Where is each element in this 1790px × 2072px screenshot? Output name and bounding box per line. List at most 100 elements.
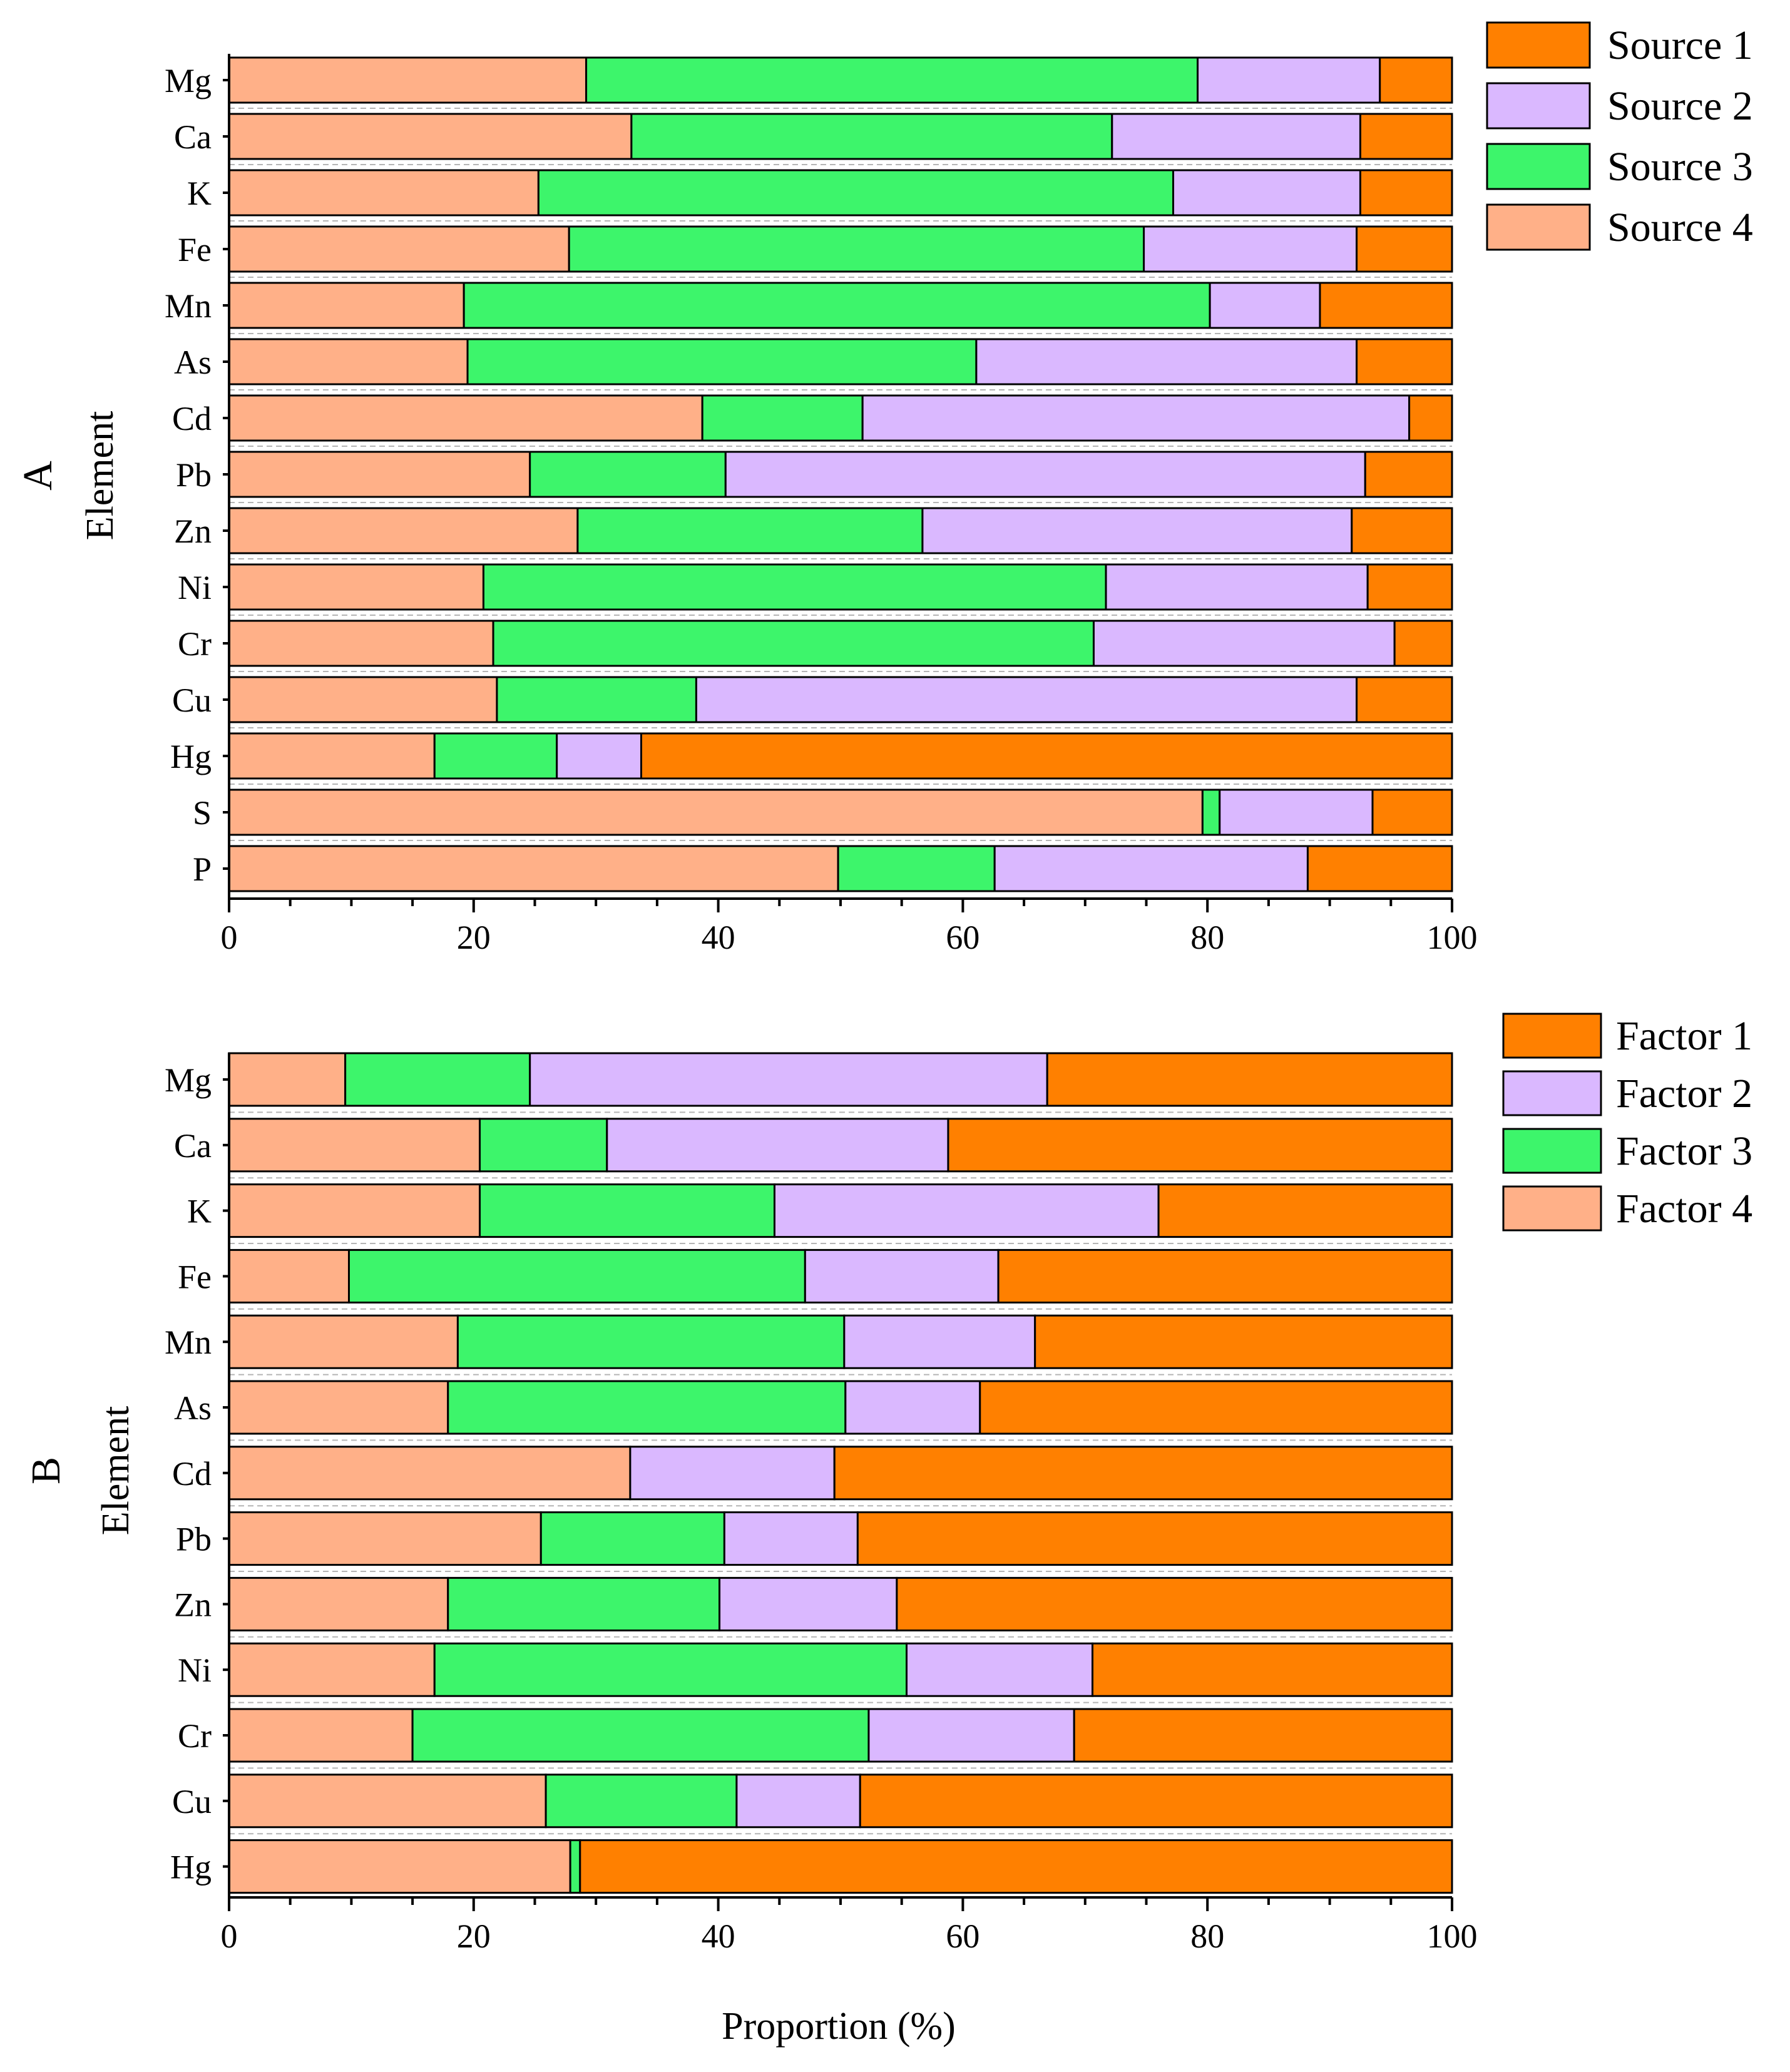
panel-a-bar-cd-source-3 <box>701 394 864 442</box>
panel-b-category-label-hg: Hg <box>170 1849 212 1886</box>
panel-a-category-label-fe: Fe <box>178 231 212 268</box>
panel-b-bar-ca-factor-3 <box>479 1118 608 1173</box>
panel-a-bar-mn-source-2 <box>1209 282 1321 329</box>
panel-b-axes: Mg Ca K Fe Mn As Cd Pb Zn Ni Cr Cu Hg0 20 40 60 80 100 <box>165 1053 1478 1955</box>
panel-a-category-label-zn: Zn <box>174 513 212 550</box>
panel-b-bar-mg-factor-3 <box>344 1052 531 1107</box>
panel-a-x-tick-label-20: 20 <box>457 919 491 956</box>
panel-b-category-label-mn: Mn <box>165 1324 212 1361</box>
panel-a-bar-k-source-4 <box>228 169 540 217</box>
panel-a-bar-pb-source-2 <box>724 451 1366 498</box>
panel-a-bar-cr-source-4 <box>228 620 494 667</box>
panel-a-y-axis-title: Element <box>79 411 121 541</box>
panel-b-bar-ca-factor-1 <box>947 1118 1453 1173</box>
panel-b-category-label-cr: Cr <box>178 1717 212 1755</box>
panel-b-bars <box>228 1052 1453 1894</box>
panel-b-bar-k-factor-1 <box>1157 1183 1453 1238</box>
panel-b-category-label-k: K <box>187 1193 212 1230</box>
panel-b-bar-k-factor-4 <box>228 1183 481 1238</box>
panel-b-bar-cd-factor-1 <box>833 1446 1453 1501</box>
panel-a-bar-ni-source-1 <box>1366 563 1453 611</box>
panel-a-legend-swatch-source-3 <box>1486 143 1591 190</box>
panel-a-bar-p-source-1 <box>1306 845 1453 892</box>
panel-a-bar-mg-source-3 <box>585 56 1199 104</box>
panel-b-category-label-ca: Ca <box>174 1127 212 1165</box>
panel-a-category-label-cu: Cu <box>172 681 212 719</box>
panel-b-category-label-zn: Zn <box>174 1586 212 1623</box>
panel-a-bar-hg-source-3 <box>433 732 558 780</box>
panel-a-x-tick-label-0: 0 <box>221 919 238 956</box>
panel-a-bar-k-source-1 <box>1359 169 1453 217</box>
panel-a-bar-as-source-1 <box>1356 338 1453 385</box>
panel-b-bar-hg-factor-3 <box>569 1839 581 1894</box>
panel-b-bar-cd-factor-2 <box>629 1446 836 1501</box>
panel-b-bar-pb-factor-4 <box>228 1511 542 1566</box>
panel-a-bar-cu-source-2 <box>695 676 1358 723</box>
panel-b-bar-fe-factor-1 <box>997 1248 1453 1304</box>
panel-b-bar-fe-factor-4 <box>228 1248 350 1304</box>
panel-b-bar-cr-factor-2 <box>867 1708 1075 1763</box>
panel-a-bar-zn-source-3 <box>576 507 924 554</box>
panel-a-legend: Source 1 Source 2 Source 3 Source 4 <box>1486 21 1753 251</box>
panel-a-bar-fe-source-2 <box>1143 225 1358 273</box>
panel-a-bar-s-source-3 <box>1201 788 1221 836</box>
panel-b-legend-swatch-factor-4 <box>1502 1185 1602 1232</box>
panel-b-bar-zn-factor-1 <box>896 1576 1453 1631</box>
panel-a-bar-ca-source-2 <box>1111 113 1361 160</box>
panel-a-bar-cr-source-2 <box>1092 620 1396 667</box>
panel-a-label: A <box>15 461 61 491</box>
panel-b-bar-mg-factor-4 <box>228 1052 347 1107</box>
panel-b-bar-mn-factor-3 <box>456 1314 846 1369</box>
panel-a-bar-k-source-3 <box>537 169 1174 217</box>
panel-a-category-label-ni: Ni <box>178 569 212 606</box>
panel-b-category-label-mg: Mg <box>165 1061 212 1099</box>
panel-a-bar-s-source-4 <box>228 788 1204 836</box>
panel-b-bar-zn-factor-3 <box>447 1576 721 1631</box>
panel-b-category-label-pb: Pb <box>176 1521 212 1558</box>
panel-b-bar-mg-factor-2 <box>529 1052 1048 1107</box>
panel-a-bar-cr-source-3 <box>492 620 1095 667</box>
panel-a-bar-as-source-2 <box>975 338 1358 385</box>
panel-a-category-label-ca: Ca <box>174 118 212 156</box>
panel-a-bar-cu-source-1 <box>1356 676 1453 723</box>
panel-a-bar-ca-source-3 <box>630 113 1113 160</box>
panel-b-bar-fe-factor-3 <box>347 1248 806 1304</box>
panel-a-legend-swatch-source-4 <box>1486 203 1591 251</box>
panel-b-bar-as-factor-3 <box>447 1380 847 1435</box>
panel-a-bar-as-source-3 <box>466 338 978 385</box>
panel-a-bars <box>228 56 1453 892</box>
panel-b-x-tick-label-80: 80 <box>1190 1917 1224 1955</box>
panel-a-bar-cd-source-2 <box>861 394 1411 442</box>
panel-b-bar-cu-factor-2 <box>735 1773 861 1829</box>
panel-b-label: B <box>23 1457 69 1484</box>
panel-b-category-label-cd: Cd <box>172 1455 212 1493</box>
panel-a-bar-fe-source-4 <box>228 225 570 273</box>
panel-b-bar-pb-factor-3 <box>540 1511 725 1566</box>
panel-b-x-tick-label-20: 20 <box>457 1917 491 1955</box>
panel-a-legend-label-source-4: Source 4 <box>1607 205 1753 250</box>
panel-b-bar-ca-factor-4 <box>228 1118 481 1173</box>
panel-a-bar-as-source-4 <box>228 338 469 385</box>
panel-a-bar-s-source-1 <box>1371 788 1453 836</box>
panel-a-bar-mg-source-1 <box>1379 56 1453 104</box>
panel-a-legend-label-source-3: Source 3 <box>1607 144 1753 190</box>
panel-b-bar-cu-factor-3 <box>545 1773 738 1829</box>
panel-a-bar-k-source-2 <box>1172 169 1361 217</box>
panel-b-bar-cu-factor-1 <box>859 1773 1453 1829</box>
panel-a-bar-mn-source-4 <box>228 282 465 329</box>
panel-b-x-tick-label-0: 0 <box>221 1917 238 1955</box>
panel-a-bar-pb-source-3 <box>529 451 727 498</box>
panel-b-bar-cr-factor-3 <box>411 1708 870 1763</box>
panel-a-bar-ca-source-4 <box>228 113 633 160</box>
panel-b-bar-mg-factor-1 <box>1046 1052 1453 1107</box>
panel-a-bar-hg-source-4 <box>228 732 436 780</box>
panel-b-legend-label-factor-1: Factor 1 <box>1616 1013 1752 1059</box>
panel-a-bar-pb-source-4 <box>228 451 531 498</box>
panel-a-bar-p-source-2 <box>993 845 1309 892</box>
panel-a-bar-cu-source-4 <box>228 676 498 723</box>
panel-b-category-label-cu: Cu <box>172 1783 212 1820</box>
panel-a-bar-ni-source-4 <box>228 563 484 611</box>
panel-a-bar-cu-source-3 <box>496 676 697 723</box>
panel-a-axes: Mg Ca K Fe Mn As Cd Pb Zn Ni Cr Cu Hg SP0 20 40 60 80 100 <box>165 54 1478 956</box>
